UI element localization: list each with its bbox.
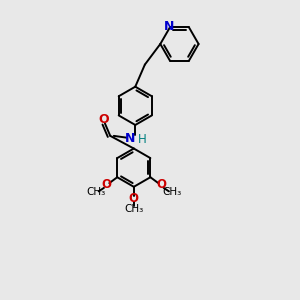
Text: O: O (98, 113, 109, 127)
Text: O: O (102, 178, 112, 191)
Text: O: O (156, 178, 166, 191)
Text: CH₃: CH₃ (162, 187, 182, 197)
Text: CH₃: CH₃ (124, 205, 143, 214)
Text: N: N (164, 20, 174, 33)
Text: N: N (125, 132, 135, 145)
Text: CH₃: CH₃ (86, 187, 105, 197)
Text: O: O (129, 192, 139, 205)
Text: H: H (137, 133, 146, 146)
